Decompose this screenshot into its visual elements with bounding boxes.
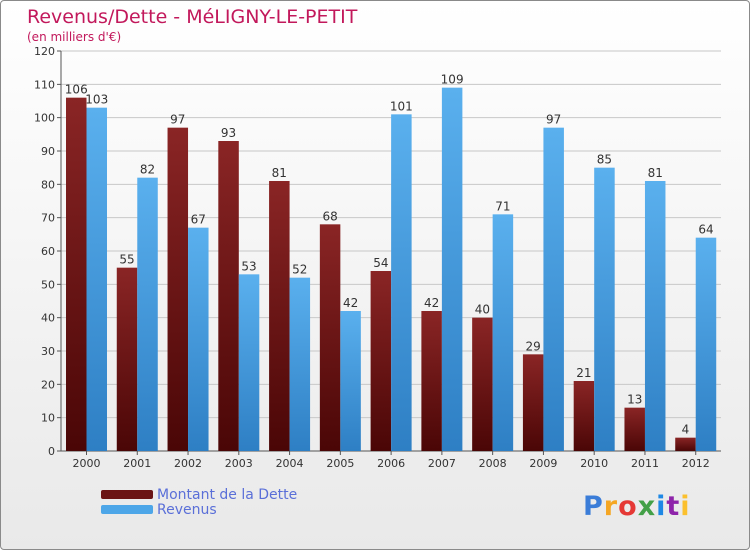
legend: Montant de la Dette Revenus [101, 486, 298, 518]
bar-dette [269, 181, 290, 451]
data-label: 42 [343, 296, 358, 310]
bar-revenus [289, 277, 311, 451]
data-label: 4 [682, 423, 690, 437]
x-tick-label: 2004 [276, 457, 304, 470]
data-label: 29 [526, 339, 541, 353]
bar-revenus [391, 114, 412, 451]
x-tick-label: 2007 [428, 457, 456, 470]
y-tick-label: 120 [34, 45, 55, 58]
data-label: 53 [241, 259, 256, 273]
data-label: 109 [441, 73, 464, 87]
y-tick-label: 20 [41, 378, 55, 391]
data-label: 85 [597, 153, 612, 167]
data-label: 42 [424, 296, 439, 310]
y-tick-label: 70 [41, 212, 55, 225]
chart-subtitle: (en milliers d'€) [27, 30, 122, 44]
data-label: 67 [191, 213, 206, 227]
bar-dette [624, 407, 645, 451]
y-tick-label: 90 [41, 145, 55, 158]
x-tick-label: 2000 [73, 457, 101, 470]
bar-revenus [188, 227, 209, 451]
data-label: 81 [648, 166, 663, 180]
x-tick-label: 2008 [479, 457, 507, 470]
bar-dette [167, 127, 189, 452]
x-tick-label: 2006 [377, 457, 405, 470]
data-label: 13 [627, 393, 642, 407]
x-tick-label: 2002 [174, 457, 202, 470]
x-tick-label: 2011 [631, 457, 659, 470]
data-label: 68 [322, 209, 337, 223]
y-tick-label: 100 [34, 112, 55, 125]
bar-dette [675, 437, 696, 451]
x-tick-label: 2001 [123, 457, 151, 470]
bar-revenus [695, 237, 717, 451]
bar-dette [218, 141, 239, 451]
bar-revenus [137, 177, 158, 451]
bar-dette [421, 311, 442, 451]
bar-revenus [441, 87, 463, 452]
bar-dette [319, 224, 341, 451]
bar-dette [66, 97, 87, 452]
data-label: 40 [475, 303, 490, 317]
x-tick-label: 2005 [326, 457, 354, 470]
data-label: 103 [85, 93, 108, 107]
data-label: 81 [272, 166, 287, 180]
data-label: 106 [65, 83, 88, 97]
bar-revenus [340, 311, 361, 451]
legend-swatch-dette [101, 490, 153, 499]
legend-item-revenus: Revenus [101, 501, 297, 518]
y-tick-label: 40 [41, 312, 55, 325]
proxiti-logo: Proxiti [583, 491, 691, 522]
y-tick-label: 50 [41, 278, 55, 291]
legend-label-dette: Montant de la Dette [157, 486, 298, 503]
data-label: 71 [495, 199, 510, 213]
bar-dette [472, 317, 493, 451]
x-tick-label: 2012 [682, 457, 710, 470]
chart-title: Revenus/Dette - MéLIGNY-LE-PETIT [27, 6, 358, 28]
y-tick-label: 80 [41, 178, 55, 191]
bar-revenus [238, 274, 260, 451]
y-tick-label: 30 [41, 345, 55, 358]
bar-dette [116, 267, 138, 451]
data-label: 21 [576, 366, 591, 380]
y-tick-label: 110 [34, 78, 55, 91]
bar-revenus [492, 214, 514, 451]
legend-item-dette: Montant de la Dette [101, 486, 298, 503]
x-tick-label: 2009 [529, 457, 557, 470]
y-tick-label: 10 [41, 412, 55, 425]
x-tick-label: 2003 [225, 457, 253, 470]
x-tick-label: 2010 [580, 457, 608, 470]
bar-dette [522, 354, 544, 451]
data-label: 64 [698, 223, 713, 237]
data-label: 55 [119, 253, 134, 267]
data-label: 97 [170, 113, 185, 127]
y-tick-label: 60 [41, 245, 55, 258]
data-label: 93 [221, 126, 236, 140]
bar-revenus [644, 181, 666, 451]
legend-swatch-revenus [101, 505, 153, 514]
data-label: 101 [390, 99, 413, 113]
bar-dette [370, 271, 392, 451]
legend-label-revenus: Revenus [157, 501, 217, 518]
data-label: 82 [140, 163, 155, 177]
data-label: 52 [292, 263, 307, 277]
y-tick-label: 0 [48, 445, 55, 458]
data-label: 97 [546, 113, 561, 127]
bar-revenus [543, 127, 564, 452]
bar-revenus [594, 167, 615, 451]
bar-revenus [86, 107, 107, 452]
bar-dette [573, 381, 595, 451]
data-label: 54 [373, 256, 388, 270]
